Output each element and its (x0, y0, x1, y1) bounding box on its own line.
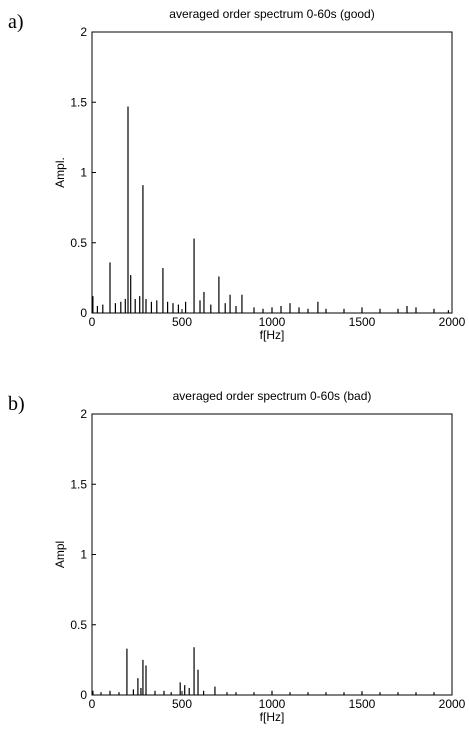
y-tick-label: 1 (80, 166, 87, 180)
y-tick-label: 0.5 (70, 618, 87, 632)
x-tick-label: 1000 (259, 315, 286, 329)
x-tick-label: 1000 (259, 697, 286, 711)
y-axis-label: Ampl. (53, 157, 67, 188)
x-axis-label: f[Hz] (260, 328, 285, 342)
chart-title: averaged order spectrum 0-60s (good) (169, 7, 374, 21)
plot-area (91, 413, 453, 696)
x-tick-label: 500 (172, 315, 192, 329)
x-tick-label: 0 (89, 697, 96, 711)
x-tick-label: 1500 (349, 315, 376, 329)
y-axis-label: Ampl (53, 541, 67, 568)
x-tick-label: 2000 (439, 315, 466, 329)
y-tick-label: 0.5 (70, 236, 87, 250)
x-axis-label: f[Hz] (260, 710, 285, 724)
y-tick-label: 2 (80, 407, 87, 421)
y-tick-label: 1.5 (70, 477, 87, 491)
y-tick-label: 1.5 (70, 95, 87, 109)
chart-title: averaged order spectrum 0-60s (bad) (173, 389, 372, 403)
y-tick-label: 0 (80, 688, 87, 702)
x-tick-label: 500 (172, 697, 192, 711)
y-tick-label: 1 (80, 548, 87, 562)
plot-area (91, 31, 453, 314)
x-tick-label: 2000 (439, 697, 466, 711)
x-tick-label: 0 (89, 315, 96, 329)
x-tick-label: 1500 (349, 697, 376, 711)
y-tick-label: 0 (80, 306, 87, 320)
panel-label: a) (8, 11, 24, 33)
panel-label: b) (8, 393, 25, 415)
y-tick-label: 2 (80, 25, 87, 39)
